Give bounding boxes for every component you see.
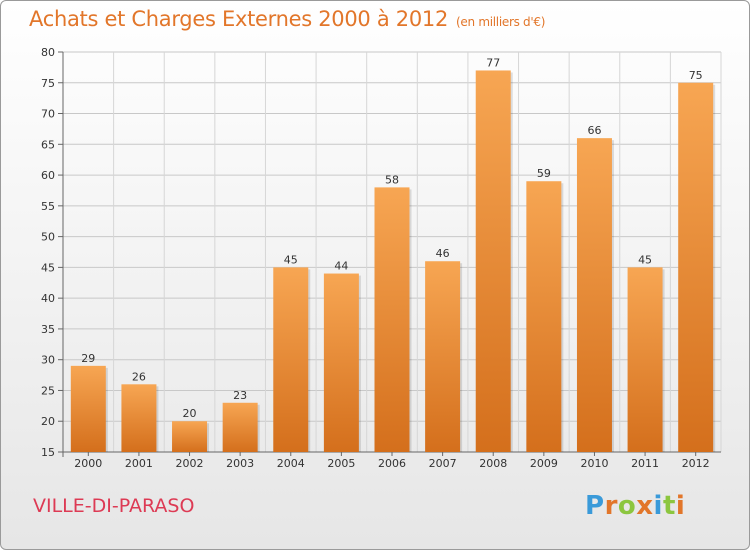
data-label: 44 xyxy=(334,260,348,273)
x-tick-label: 2010 xyxy=(580,457,608,470)
y-tick-label: 70 xyxy=(41,108,55,121)
y-tick-label: 25 xyxy=(41,384,55,397)
data-label: 59 xyxy=(537,167,551,180)
y-tick-label: 40 xyxy=(41,292,55,305)
data-label: 20 xyxy=(183,407,197,420)
bar xyxy=(475,70,511,452)
logo-letter: i xyxy=(653,491,663,521)
data-label: 45 xyxy=(284,253,298,266)
bar xyxy=(526,181,562,452)
chart-subtitle: (en milliers d'€) xyxy=(456,15,546,29)
labels: 15 20 25 30 35 40 45 50 55 60 65 70 75 80 29 2000 26 2001… xyxy=(41,46,710,470)
bar xyxy=(273,267,309,452)
bar xyxy=(374,187,410,452)
logo-letter: x xyxy=(636,491,654,521)
bar xyxy=(576,138,612,452)
y-tick-label: 35 xyxy=(41,323,55,336)
logo-letter: r xyxy=(604,491,618,521)
logo-letter: t xyxy=(662,491,676,521)
proxiti-logo: Proxiti xyxy=(585,491,685,521)
x-tick-label: 2007 xyxy=(429,457,457,470)
x-tick-label: 2005 xyxy=(327,457,355,470)
y-tick-label: 75 xyxy=(41,77,55,90)
bar xyxy=(323,273,359,452)
y-tick-label: 60 xyxy=(41,169,55,182)
data-label: 58 xyxy=(385,173,399,186)
bar xyxy=(678,82,714,453)
x-tick-label: 2003 xyxy=(226,457,254,470)
x-tick-label: 2011 xyxy=(631,457,659,470)
data-label: 26 xyxy=(132,370,146,383)
x-tick-label: 2001 xyxy=(125,457,153,470)
x-tick-label: 2012 xyxy=(682,457,710,470)
logo-letter: o xyxy=(617,491,637,521)
bar xyxy=(172,421,208,452)
data-label: 46 xyxy=(436,247,450,260)
x-tick-label: 2008 xyxy=(479,457,507,470)
commune-name: VILLE-DI-PARASO xyxy=(33,495,195,517)
bar xyxy=(222,402,258,452)
bar xyxy=(425,261,461,452)
bar xyxy=(627,267,663,452)
y-tick-label: 80 xyxy=(41,46,55,59)
y-tick-label: 50 xyxy=(41,231,55,244)
bars xyxy=(70,70,716,453)
x-tick-label: 2009 xyxy=(530,457,558,470)
x-tick-label: 2002 xyxy=(176,457,204,470)
bar xyxy=(70,365,106,452)
y-tick-label: 15 xyxy=(41,446,55,459)
x-tick-label: 2004 xyxy=(277,457,305,470)
data-label: 29 xyxy=(81,352,95,365)
y-tick-label: 65 xyxy=(41,138,55,151)
chart-title-text: Achats et Charges Externes 2000 à 2012 xyxy=(29,7,449,31)
y-tick-label: 45 xyxy=(41,261,55,274)
data-label: 75 xyxy=(689,69,703,82)
data-label: 77 xyxy=(486,56,500,69)
x-tick-label: 2000 xyxy=(74,457,102,470)
logo-letter: P xyxy=(585,491,605,521)
bar xyxy=(121,384,157,452)
y-tick-label: 55 xyxy=(41,200,55,213)
chart-title: Achats et Charges Externes 2000 à 2012 (e… xyxy=(29,7,545,31)
data-label: 45 xyxy=(638,253,652,266)
data-label: 66 xyxy=(587,124,601,137)
data-label: 23 xyxy=(233,389,247,402)
y-tick-label: 20 xyxy=(41,415,55,428)
x-tick-label: 2006 xyxy=(378,457,406,470)
y-tick-label: 30 xyxy=(41,354,55,367)
logo-letter: i xyxy=(675,491,686,521)
